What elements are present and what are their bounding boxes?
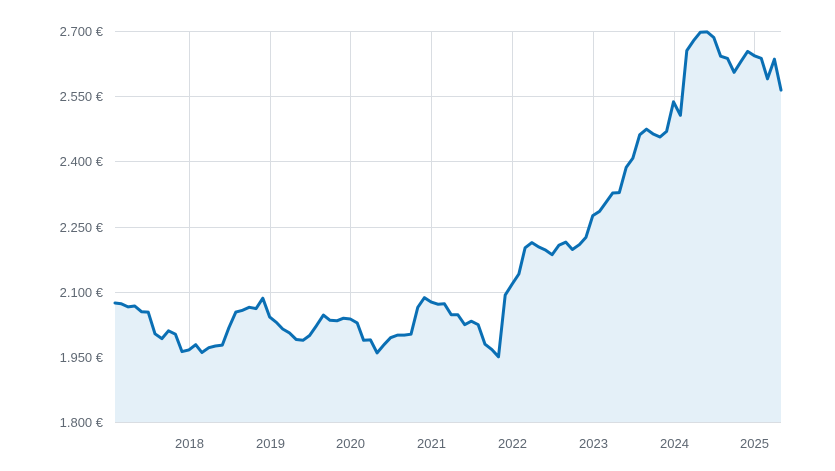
x-tick-label: 2022 bbox=[498, 436, 527, 451]
x-tick-label: 2020 bbox=[336, 436, 365, 451]
y-tick-label: 2.250 € bbox=[60, 220, 104, 235]
x-tick-label: 2019 bbox=[256, 436, 285, 451]
x-tick-label: 2025 bbox=[740, 436, 769, 451]
x-tick-label: 2018 bbox=[175, 436, 204, 451]
series-area bbox=[115, 31, 781, 423]
y-axis-tick-labels: 1.800 € 1.950 € 2.100 € 2.250 € 2.400 € 2.550… bbox=[60, 24, 104, 430]
series-line bbox=[113, 30, 783, 359]
y-tick-label: 2.400 € bbox=[60, 154, 104, 169]
area-fill-layer bbox=[115, 31, 781, 423]
y-tick-label: 2.700 € bbox=[60, 24, 104, 39]
y-tick-label: 2.550 € bbox=[60, 89, 104, 104]
x-axis-tick-labels: 2018 2019 2020 2021 2022 2023 2024 2025 bbox=[175, 436, 769, 451]
y-tick-label: 2.100 € bbox=[60, 285, 104, 300]
y-tick-label: 1.800 € bbox=[60, 415, 104, 430]
x-tick-label: 2021 bbox=[417, 436, 446, 451]
x-tick-label: 2023 bbox=[579, 436, 608, 451]
x-tick-label: 2024 bbox=[660, 436, 689, 451]
y-tick-label: 1.950 € bbox=[60, 350, 104, 365]
series-line-layer bbox=[113, 30, 783, 359]
